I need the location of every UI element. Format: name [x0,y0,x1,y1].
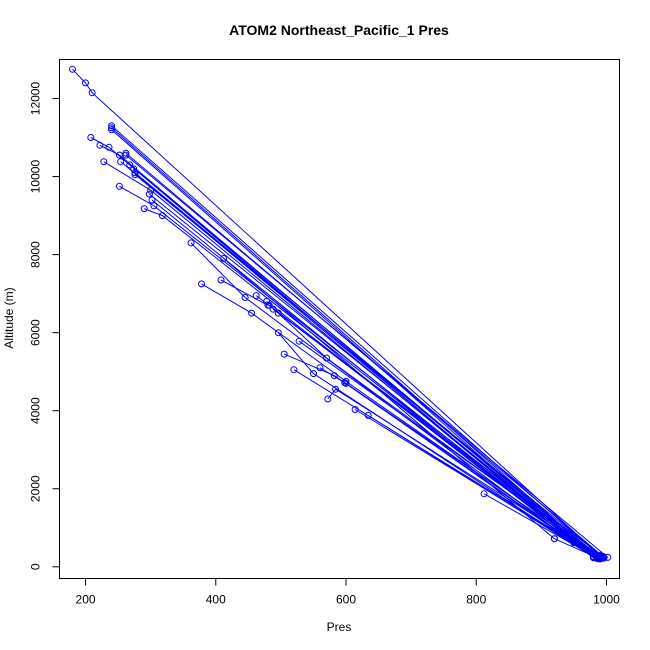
series-line [272,308,604,558]
y-tick-label: 0 [29,563,43,570]
data-point [342,379,350,387]
data-point [198,280,205,288]
data-point [131,169,139,177]
data-point [295,337,303,345]
data-point [480,490,488,498]
data-point [604,553,612,561]
data-point [596,553,604,561]
data-point [599,553,607,561]
x-tick-label: 1000 [593,593,620,607]
data-point [158,212,166,220]
data-point [115,182,123,190]
data-point [570,539,578,547]
x-tick-label: 600 [336,593,356,607]
series-line [119,185,601,560]
x-tick-label: 400 [206,593,226,607]
data-point [332,385,340,393]
data-point [126,161,134,169]
data-point [324,395,332,403]
series-line [190,242,594,559]
x-axis-label: Pres [327,620,352,634]
series-line [220,279,269,306]
y-axis: 0 2000 4000 6000 8000 10000 12000 [28,82,60,570]
series-line [327,388,601,558]
plot-frame [59,59,620,579]
series-line [149,193,601,558]
series-line [344,382,602,559]
data-point [96,141,104,149]
y-tick-label: 10000 [29,160,43,194]
data-point [269,305,277,313]
series-group [69,65,612,563]
series-line [293,369,597,558]
data-point [122,151,130,159]
data-point [310,370,317,378]
chart-title: ATOM2 Northeast_Pacific_1 Pres [229,22,449,38]
data-point [88,89,96,97]
data-point [187,239,195,247]
data-point [100,158,108,166]
data-point [117,158,125,166]
data-point [280,350,288,358]
data-point [265,301,273,309]
data-point [341,379,349,387]
series-line [111,125,601,557]
y-tick-label: 12000 [28,82,42,116]
data-point [248,309,256,317]
y-tick-label: 8000 [29,241,43,268]
x-tick-label: 800 [466,593,486,607]
series-line [319,367,594,558]
x-tick-label: 200 [76,593,96,607]
x-axis: 200 400 600 800 1000 [76,578,620,607]
data-point [69,65,76,73]
data-point [550,535,558,543]
data-point [147,186,155,194]
data-point [82,79,89,87]
data-point [220,255,228,262]
data-point [364,411,372,419]
data-point [217,276,225,284]
y-axis-label: Altitude (m) [2,287,16,348]
data-point [108,122,116,130]
series-line [554,538,598,559]
data-point [290,366,298,374]
series-line [284,353,597,559]
series-line [103,161,598,559]
series-line [298,340,601,557]
data-point [274,309,282,317]
series-line [367,414,594,558]
series-line [125,154,609,558]
data-point [274,329,282,337]
data-point [342,377,350,385]
series-line [277,332,594,558]
data-point [122,149,130,157]
data-point [330,372,338,380]
series-line [134,174,605,559]
data-point [590,553,597,561]
series-line [223,258,555,540]
data-point [108,124,116,132]
series-line [72,68,601,556]
data-point [108,126,116,134]
data-point [140,205,148,213]
plot-area [69,65,612,563]
data-point [323,354,330,362]
data-point [252,292,260,300]
series-line [111,127,598,558]
data-point [87,134,95,141]
data-point [148,196,156,204]
data-point [131,171,139,179]
data-point [241,294,249,301]
y-tick-label: 2000 [29,475,43,502]
data-point [105,143,113,151]
data-point [316,364,324,372]
y-tick-label: 4000 [29,397,43,424]
data-point [351,406,359,413]
data-point [145,190,153,198]
series-line [483,493,597,559]
y-tick-label: 6000 [29,319,43,346]
